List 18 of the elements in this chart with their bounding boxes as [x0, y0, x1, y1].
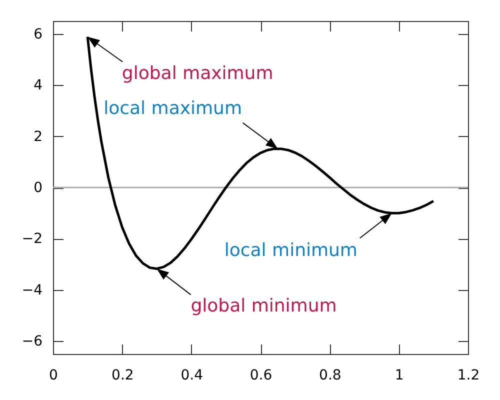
annotation: local minimum — [224, 240, 358, 262]
x-tick-label: 0.8 — [319, 368, 342, 384]
y-tick-label: 6 — [34, 26, 43, 42]
x-tick-label: 1.2 — [457, 368, 480, 384]
y-tick-label: 2 — [34, 128, 42, 145]
x-tick-label: 0.6 — [250, 368, 272, 384]
x-tick-label: 0 — [49, 368, 58, 384]
annotation: local maximum — [104, 98, 242, 119]
annotation: global minimum — [190, 296, 337, 317]
x-tick-label: 0.4 — [180, 368, 204, 384]
y-tick-label: −4 — [22, 282, 43, 298]
y-tick-label: −6 — [22, 334, 43, 350]
x-tick-label: 0.2 — [112, 368, 134, 384]
y-tick-label: 4 — [34, 78, 43, 94]
annotation: global maximum — [122, 62, 274, 84]
x-tick-label: 1 — [394, 368, 404, 384]
y-tick-label: 0 — [34, 180, 42, 196]
y-tick-label: −2 — [22, 231, 42, 248]
